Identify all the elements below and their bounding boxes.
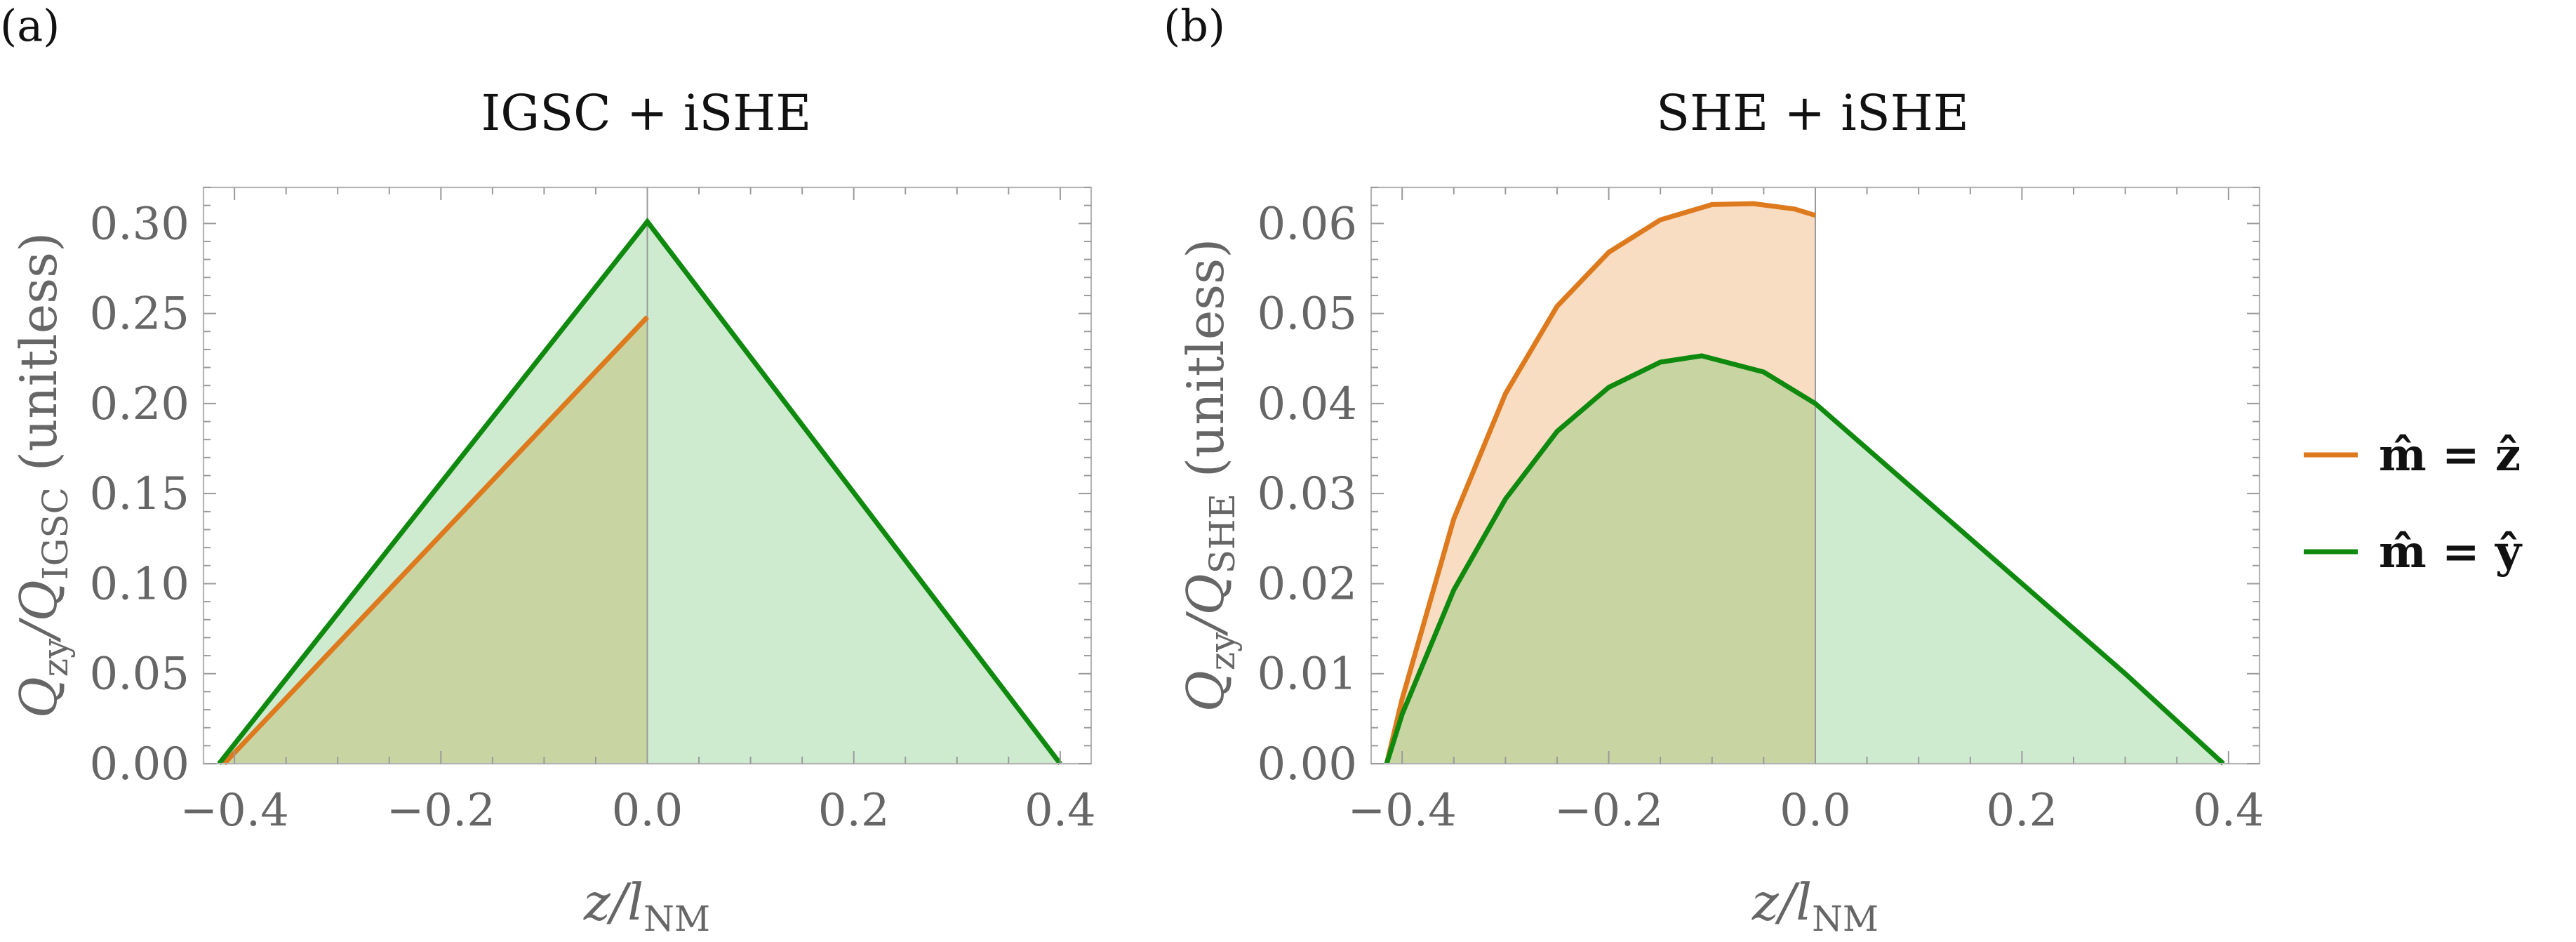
panel-a-ylabel-sub1: zy xyxy=(35,638,76,677)
panel-b-plot: −0.4 −0.2 0.0 0.2 0.4 0.00 0.01 0.02 0.03 0.04 0.0… xyxy=(1257,186,2264,837)
panel-b-xlabel-main: z/l xyxy=(1751,873,1812,931)
panel-a-ytick-label: 0.30 xyxy=(90,198,190,250)
panel-a-ylabel-sub2: IGSC xyxy=(35,487,76,580)
panel-a-ylabel-tail: (unitless) xyxy=(9,232,68,487)
panel-a-label: (a) xyxy=(0,0,60,51)
panel-b-ytick-label: 0.05 xyxy=(1257,288,1358,340)
panel-b-ylabel: Qzy/QSHE (unitless) xyxy=(1176,239,1243,712)
panel-b-xlabel: z/lNM xyxy=(1751,873,1878,939)
panel-b-label: (b) xyxy=(1163,0,1225,51)
legend: m̂ = ẑ m̂ = ŷ xyxy=(2304,429,2523,578)
panel-b-ylabel-tail: (unitless) xyxy=(1176,239,1235,493)
legend-label-mz: m̂ = ẑ xyxy=(2379,429,2521,482)
panel-a-ytick-label: 0.15 xyxy=(90,468,190,520)
panel-b-line-my xyxy=(1384,353,2225,766)
legend-item-my: m̂ = ŷ xyxy=(2304,526,2523,578)
panel-b-xtick-label: −0.2 xyxy=(1554,785,1663,837)
panel-a-area-overlap xyxy=(224,317,648,764)
panel-a-ytick-label: 0.20 xyxy=(90,378,190,430)
panel-a-xtick-label: −0.2 xyxy=(387,785,495,837)
panel-a-xtick-label: 0.4 xyxy=(1025,785,1096,837)
panel-b-xtick-label: 0.2 xyxy=(1987,785,2058,837)
panel-a-ytick-label: 0.10 xyxy=(90,558,190,610)
panel-b-title: SHE + iSHE xyxy=(1656,84,1969,142)
panel-b-ytick-label: 0.01 xyxy=(1257,649,1358,701)
panel-b-xtick-label: −0.4 xyxy=(1347,785,1456,837)
panel-b: (b) SHE + iSHE −0.4 −0.2 0.0 0.2 0.4 0.00 0.01… xyxy=(1163,0,2264,939)
panel-a-ytick-label: 0.00 xyxy=(90,738,190,790)
panel-a-xtick-label: 0.0 xyxy=(612,785,683,837)
panel-b-ylabel-sub1: zy xyxy=(1202,632,1243,670)
panel-b-line-mz xyxy=(1384,201,1817,764)
panel-b-ylabel-lead: Q xyxy=(1176,670,1235,712)
panel-a-plot: −0.4 −0.2 0.0 0.2 0.4 0.00 0.05 0.10 0.15 0.20 0.2… xyxy=(90,186,1096,837)
panel-b-ylabel-mid: /Q xyxy=(1176,573,1235,636)
panel-b-xtick-label: 0.0 xyxy=(1780,785,1851,837)
panel-a-ylabel-mid: /Q xyxy=(9,580,68,642)
panel-b-ytick-label: 0.00 xyxy=(1257,738,1358,790)
panel-a-title: IGSC + iSHE xyxy=(481,84,812,142)
panel-a-line-my xyxy=(217,217,1062,766)
panel-a-ylabel-lead: Q xyxy=(9,677,68,718)
panel-a: (a) IGSC + iSHE −0.4 −0.2 0.0 0.2 0.4 0.00 0.0… xyxy=(0,0,1096,939)
legend-item-mz: m̂ = ẑ xyxy=(2304,429,2521,482)
panel-b-area-overlap xyxy=(1387,355,1815,764)
panel-a-xtick-label: −0.4 xyxy=(180,785,288,837)
panel-b-ytick-label: 0.02 xyxy=(1257,558,1358,610)
panel-a-xtick-label: 0.2 xyxy=(818,785,890,837)
panel-a-xlabel-sub: NM xyxy=(643,898,710,939)
panel-b-ytick-label: 0.06 xyxy=(1257,198,1358,250)
panel-a-xlabel-main: z/l xyxy=(583,873,643,931)
panel-b-ylabel-sub2: SHE xyxy=(1202,493,1243,573)
panel-b-ytick-label: 0.04 xyxy=(1257,378,1358,430)
panel-b-ytick-label: 0.03 xyxy=(1257,468,1358,520)
panel-a-ytick-label: 0.25 xyxy=(90,288,190,340)
legend-label-my: m̂ = ŷ xyxy=(2379,526,2523,578)
panel-b-xlabel-sub: NM xyxy=(1812,898,1878,939)
panel-a-line-mz xyxy=(222,315,650,766)
panel-a-ytick-label: 0.05 xyxy=(90,649,190,701)
panel-a-xlabel: z/lNM xyxy=(583,873,710,939)
panel-a-ylabel: Qzy/QIGSC (unitless) xyxy=(9,232,76,718)
panel-b-xtick-label: 0.4 xyxy=(2193,785,2264,837)
